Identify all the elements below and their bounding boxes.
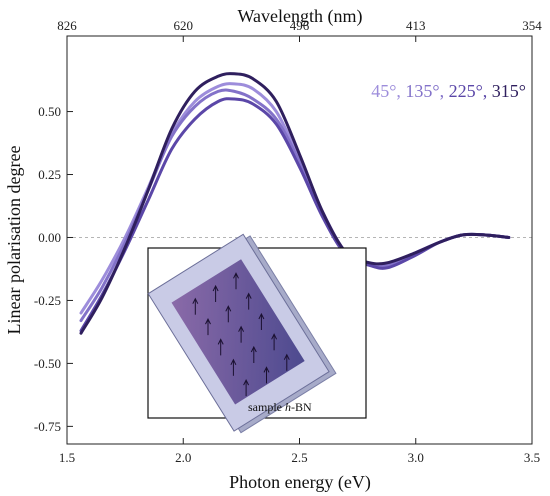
inset: sample h-BN: [147, 233, 367, 434]
series-layer: [79, 72, 511, 335]
inset-arrow-head: [225, 305, 232, 312]
y-tick-label: 0.25: [38, 167, 61, 182]
inset-sample-film: [171, 259, 305, 405]
inset-arrow-head: [263, 366, 270, 373]
series-line-4: [79, 72, 511, 335]
inset-arrow-head: [205, 317, 211, 325]
y-tick-label: -0.75: [34, 419, 61, 434]
inset-arrow-head: [258, 312, 265, 320]
inset-arrow-head: [212, 284, 219, 292]
inset-arrow-head: [283, 353, 290, 360]
inset-sample-illustration: [147, 233, 337, 434]
legend-entry-4: 315°: [492, 81, 526, 101]
legend-entry-2: 135°,: [405, 81, 448, 101]
inset-arrow-head: [243, 378, 250, 386]
y-tick-label: 0.50: [38, 104, 61, 119]
x-tick-label: 3.5: [524, 450, 540, 465]
x-axis-title: Photon energy (eV): [229, 472, 371, 493]
top-tick-label: 620: [174, 18, 194, 33]
top-tick-label: 413: [406, 18, 426, 33]
inset-arrow-head: [271, 333, 278, 340]
inset-arrow-head: [250, 345, 257, 353]
inset-label-suffix: -BN: [291, 400, 312, 414]
top-tick-label: 354: [522, 18, 542, 33]
x-tick-label: 2.5: [291, 450, 307, 465]
inset-arrow-head: [233, 272, 239, 279]
x-tick-label: 1.5: [59, 450, 75, 465]
legend: 45°, 135°, 225°, 315°: [371, 81, 526, 101]
inset-arrow-head: [217, 338, 224, 345]
inset-label-italic: h: [285, 400, 291, 414]
inset-arrows: [192, 272, 290, 397]
inset-label: sample h-BN: [248, 400, 312, 414]
legend-entry-3: 225°,: [449, 81, 492, 101]
inset-arrow-head: [238, 325, 245, 332]
y-axis-title: Linear polarisation degree: [4, 146, 24, 335]
top-axis-title: Wavelength (nm): [237, 6, 362, 27]
top-tick-label: 496: [290, 18, 310, 33]
y-tick-label: -0.25: [34, 293, 61, 308]
y-tick-label: -0.50: [34, 356, 61, 371]
tick-layer: 1.5 2.0 2.5 3.0 3.5 -0.75 -0.50 -0.25 0.00 0.25 0.…: [34, 18, 542, 465]
inset-label-prefix: sample: [248, 400, 285, 414]
inset-arrow-head: [245, 292, 252, 299]
legend-entry-1: 45°,: [371, 81, 405, 101]
x-tick-label: 3.0: [408, 450, 424, 465]
inset-arrow-head: [230, 358, 237, 366]
y-tick-label: 0.00: [38, 230, 61, 245]
inset-arrow-head: [192, 297, 199, 304]
top-tick-label: 826: [57, 18, 77, 33]
x-tick-label: 2.0: [175, 450, 191, 465]
